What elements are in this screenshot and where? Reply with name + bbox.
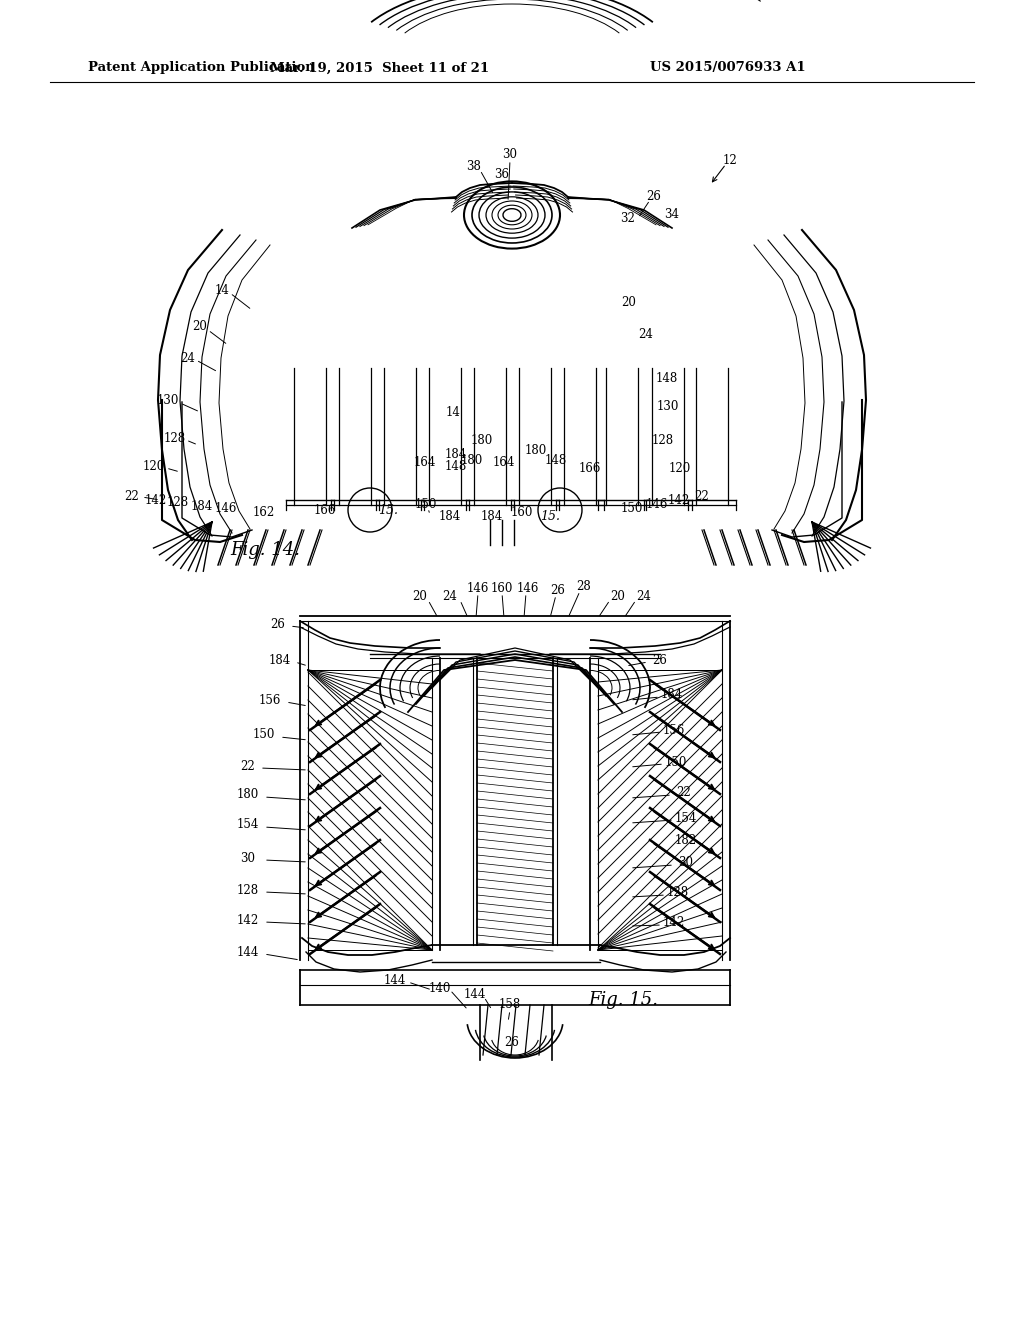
Text: 142: 142 xyxy=(237,913,259,927)
Text: 22: 22 xyxy=(677,787,691,800)
Text: 15.: 15. xyxy=(378,504,398,517)
Text: 22: 22 xyxy=(241,759,255,772)
Text: 130: 130 xyxy=(656,400,679,413)
Text: 14: 14 xyxy=(215,284,229,297)
Text: 36: 36 xyxy=(495,169,510,181)
Text: 20: 20 xyxy=(610,590,626,603)
Text: 34: 34 xyxy=(665,207,680,220)
Text: 180: 180 xyxy=(525,444,547,457)
Text: 144: 144 xyxy=(384,974,407,986)
Text: 144: 144 xyxy=(464,987,486,1001)
Text: 22: 22 xyxy=(125,490,139,503)
Text: 184: 184 xyxy=(439,511,461,524)
Text: 120: 120 xyxy=(669,462,691,474)
Text: 166: 166 xyxy=(579,462,601,474)
Text: 184: 184 xyxy=(190,499,213,512)
Text: 130: 130 xyxy=(157,393,179,407)
Text: 142: 142 xyxy=(144,494,167,507)
Text: Fig. 14.: Fig. 14. xyxy=(230,541,300,558)
Text: Patent Application Publication: Patent Application Publication xyxy=(88,62,314,74)
Text: 32: 32 xyxy=(621,211,636,224)
Text: 24: 24 xyxy=(639,329,653,342)
Text: 12: 12 xyxy=(723,153,737,166)
Text: 150: 150 xyxy=(415,498,437,511)
Text: 180: 180 xyxy=(471,433,494,446)
Text: 146: 146 xyxy=(646,498,669,511)
Text: 148: 148 xyxy=(656,371,678,384)
Text: 160: 160 xyxy=(490,582,513,594)
Text: 142: 142 xyxy=(668,494,690,507)
Text: 28: 28 xyxy=(577,579,592,593)
Text: 162: 162 xyxy=(253,507,275,520)
Text: 154: 154 xyxy=(237,818,259,832)
Text: 164: 164 xyxy=(414,455,436,469)
Text: 128: 128 xyxy=(164,432,186,445)
Text: 30: 30 xyxy=(503,149,517,161)
Text: 15.: 15. xyxy=(540,511,560,524)
Text: 26: 26 xyxy=(646,190,662,202)
Text: 180: 180 xyxy=(461,454,483,466)
Text: 184: 184 xyxy=(481,511,503,524)
Text: Mar. 19, 2015  Sheet 11 of 21: Mar. 19, 2015 Sheet 11 of 21 xyxy=(270,62,489,74)
Text: 20: 20 xyxy=(193,321,208,334)
Text: 26: 26 xyxy=(505,1035,519,1048)
Text: 22: 22 xyxy=(694,490,710,503)
Text: 150: 150 xyxy=(253,729,275,742)
Text: 184: 184 xyxy=(444,449,467,462)
Text: 146: 146 xyxy=(517,582,540,594)
Text: 182: 182 xyxy=(675,833,697,846)
Text: 26: 26 xyxy=(270,619,286,631)
Text: 14: 14 xyxy=(445,405,461,418)
Text: 156: 156 xyxy=(663,723,685,737)
Text: 128: 128 xyxy=(167,496,189,510)
Text: 30: 30 xyxy=(241,851,256,865)
Text: 180: 180 xyxy=(237,788,259,801)
Text: 156: 156 xyxy=(259,693,282,706)
Text: 184: 184 xyxy=(660,689,683,701)
Text: 38: 38 xyxy=(467,161,481,173)
Text: 128: 128 xyxy=(667,887,689,899)
Text: 150: 150 xyxy=(665,755,687,768)
Text: 128: 128 xyxy=(237,883,259,896)
Text: Fig. 15.: Fig. 15. xyxy=(588,991,658,1008)
Text: 26: 26 xyxy=(551,585,565,598)
Text: 146: 146 xyxy=(215,503,238,516)
Text: 24: 24 xyxy=(637,590,651,603)
Text: 144: 144 xyxy=(237,945,259,958)
Text: 184: 184 xyxy=(269,653,291,667)
Text: 20: 20 xyxy=(413,590,427,603)
Text: 30: 30 xyxy=(679,857,693,870)
Text: 146: 146 xyxy=(467,582,489,594)
Text: 24: 24 xyxy=(180,351,196,364)
Text: 142: 142 xyxy=(663,916,685,929)
Text: 160: 160 xyxy=(511,506,534,519)
Text: 140: 140 xyxy=(429,982,452,994)
Text: 166: 166 xyxy=(313,504,336,517)
Text: 154: 154 xyxy=(675,812,697,825)
Text: 26: 26 xyxy=(652,653,668,667)
Text: 150: 150 xyxy=(621,502,643,515)
Text: 158: 158 xyxy=(499,998,521,1011)
Text: 20: 20 xyxy=(622,296,637,309)
Text: 120: 120 xyxy=(143,459,165,473)
Text: US 2015/0076933 A1: US 2015/0076933 A1 xyxy=(650,62,806,74)
Text: 148: 148 xyxy=(444,461,467,474)
Text: 148: 148 xyxy=(545,454,567,466)
Text: 128: 128 xyxy=(652,433,674,446)
Text: 164: 164 xyxy=(493,455,515,469)
Text: 24: 24 xyxy=(442,590,458,603)
